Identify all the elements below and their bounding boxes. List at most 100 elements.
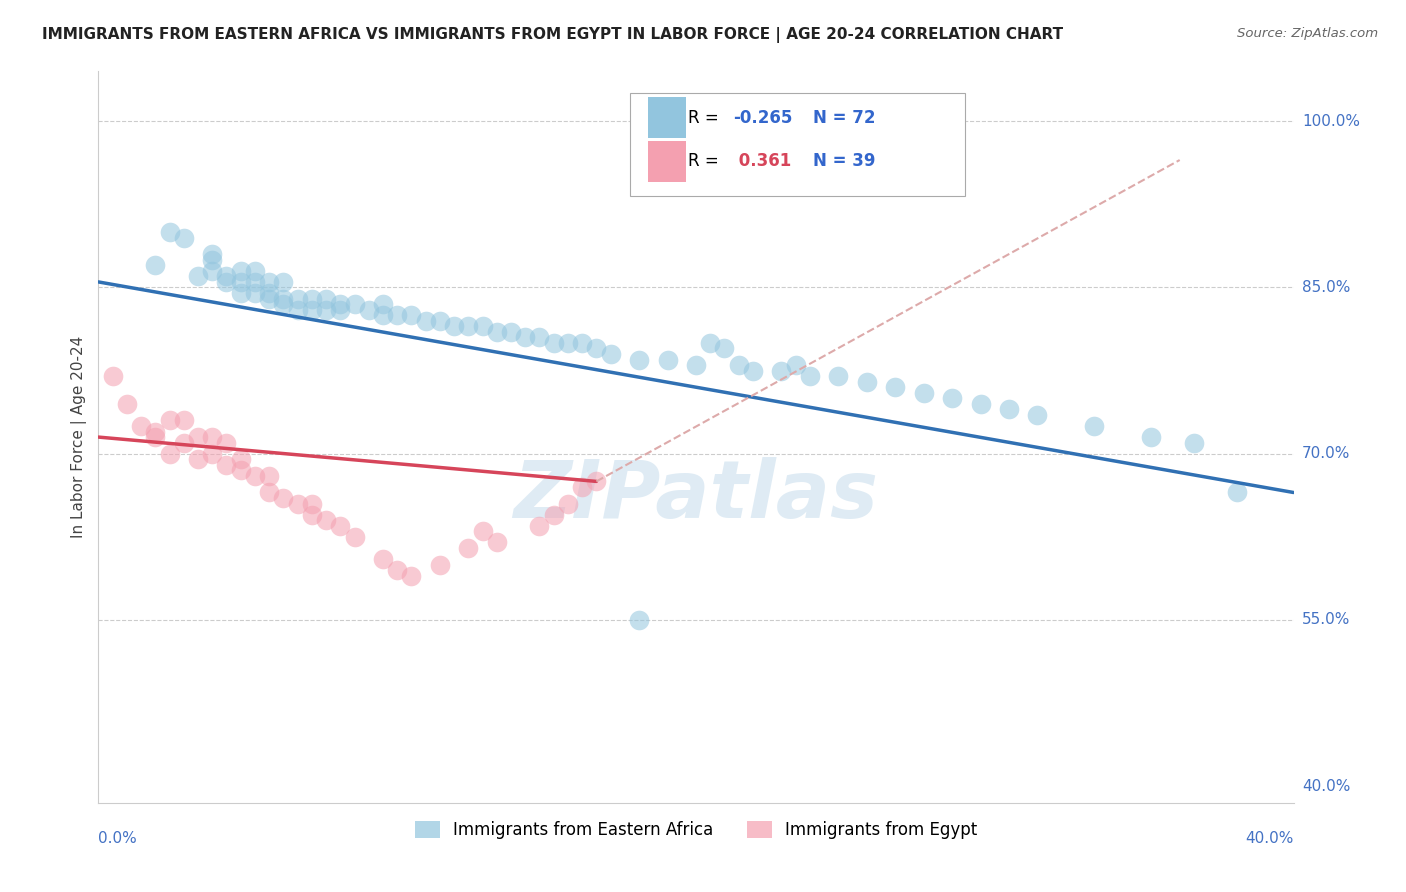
Text: 70.0%: 70.0%	[1302, 446, 1350, 461]
FancyBboxPatch shape	[648, 97, 686, 137]
Point	[443, 319, 465, 334]
Point	[173, 413, 195, 427]
Point	[159, 447, 181, 461]
Point	[159, 225, 181, 239]
Point	[1226, 485, 1249, 500]
Point	[969, 397, 991, 411]
Point	[884, 380, 907, 394]
Point	[699, 335, 721, 350]
Point	[215, 435, 238, 450]
Point	[599, 347, 621, 361]
Point	[457, 541, 479, 555]
Point	[229, 285, 252, 300]
Point	[998, 402, 1021, 417]
Point	[571, 480, 593, 494]
Text: Source: ZipAtlas.com: Source: ZipAtlas.com	[1237, 27, 1378, 40]
Point	[571, 335, 593, 350]
Point	[371, 297, 394, 311]
Point	[273, 297, 295, 311]
Point	[1182, 435, 1205, 450]
Point	[201, 252, 224, 267]
Point	[173, 230, 195, 244]
Point	[855, 375, 877, 389]
Point	[529, 330, 551, 344]
Point	[143, 258, 166, 272]
Legend: Immigrants from Eastern Africa, Immigrants from Egypt: Immigrants from Eastern Africa, Immigran…	[408, 814, 984, 846]
Point	[1026, 408, 1049, 422]
FancyBboxPatch shape	[630, 94, 965, 195]
Point	[273, 292, 295, 306]
Point	[173, 435, 195, 450]
Point	[329, 518, 352, 533]
Point	[329, 297, 352, 311]
Point	[343, 297, 366, 311]
Text: N = 72: N = 72	[813, 109, 876, 127]
Point	[229, 463, 252, 477]
Point	[685, 358, 707, 372]
Point	[401, 308, 423, 322]
Point	[229, 264, 252, 278]
Point	[243, 275, 266, 289]
Point	[401, 568, 423, 582]
Point	[429, 314, 451, 328]
Point	[201, 447, 224, 461]
Text: 0.0%: 0.0%	[98, 830, 138, 846]
Text: R =: R =	[688, 109, 724, 127]
Point	[187, 269, 209, 284]
Point	[770, 363, 793, 377]
Point	[585, 342, 607, 356]
Text: 0.361: 0.361	[733, 153, 792, 170]
Point	[143, 430, 166, 444]
Point	[1083, 419, 1105, 434]
Text: 55.0%: 55.0%	[1302, 613, 1350, 627]
Point	[301, 497, 323, 511]
Point	[485, 535, 508, 549]
Point	[243, 468, 266, 483]
Point	[585, 475, 607, 489]
Point	[273, 275, 295, 289]
Point	[129, 419, 152, 434]
Point	[159, 413, 181, 427]
Point	[229, 452, 252, 467]
Point	[201, 264, 224, 278]
Point	[187, 452, 209, 467]
Point	[543, 335, 565, 350]
Text: IMMIGRANTS FROM EASTERN AFRICA VS IMMIGRANTS FROM EGYPT IN LABOR FORCE | AGE 20-: IMMIGRANTS FROM EASTERN AFRICA VS IMMIGR…	[42, 27, 1063, 43]
Point	[557, 335, 579, 350]
Point	[628, 352, 651, 367]
Text: 85.0%: 85.0%	[1302, 280, 1350, 295]
Point	[912, 385, 935, 400]
Point	[415, 314, 437, 328]
Point	[301, 302, 323, 317]
Point	[101, 369, 124, 384]
Point	[257, 468, 280, 483]
Text: R =: R =	[688, 153, 724, 170]
Point	[315, 292, 337, 306]
Point	[785, 358, 807, 372]
Point	[499, 325, 522, 339]
Text: 100.0%: 100.0%	[1302, 114, 1360, 128]
Point	[471, 319, 494, 334]
Text: -0.265: -0.265	[733, 109, 793, 127]
Point	[515, 330, 537, 344]
Point	[543, 508, 565, 522]
Point	[799, 369, 821, 384]
Text: ZIPatlas: ZIPatlas	[513, 457, 879, 534]
Point	[471, 524, 494, 539]
FancyBboxPatch shape	[648, 141, 686, 181]
Point	[357, 302, 380, 317]
Point	[1140, 430, 1163, 444]
Point	[457, 319, 479, 334]
Point	[257, 275, 280, 289]
Point	[727, 358, 749, 372]
Point	[201, 247, 224, 261]
Point	[485, 325, 508, 339]
Point	[287, 497, 309, 511]
Point	[215, 458, 238, 472]
Point	[143, 425, 166, 439]
Point	[385, 563, 409, 577]
Text: 40.0%: 40.0%	[1302, 779, 1350, 794]
Point	[315, 513, 337, 527]
Point	[429, 558, 451, 572]
Point	[229, 275, 252, 289]
